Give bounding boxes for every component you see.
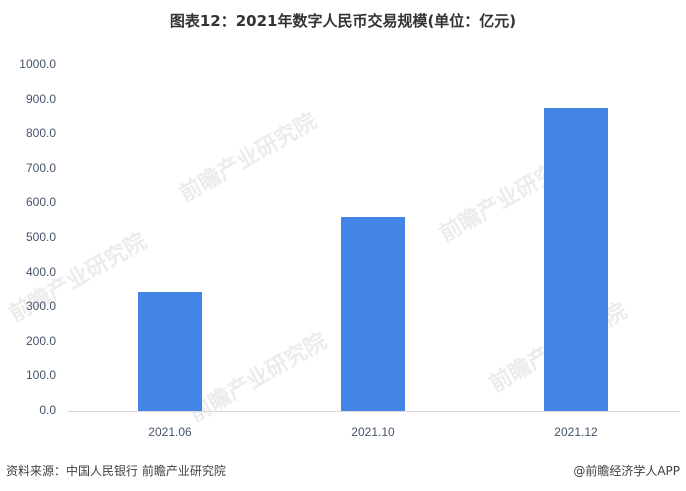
y-tick: 100.0 [25, 368, 56, 382]
bar-2021-06 [138, 291, 202, 411]
source-note: 资料来源：中国人民银行 前瞻产业研究院 [6, 464, 226, 478]
y-tick: 500.0 [25, 230, 56, 244]
y-tick: 200.0 [25, 334, 56, 348]
y-tick: 0.0 [39, 403, 56, 417]
bar-2021-12 [544, 107, 608, 411]
bar-2021-10 [341, 217, 405, 411]
y-tick: 400.0 [25, 265, 56, 279]
y-tick: 800.0 [25, 126, 56, 140]
x-tick: 2021.06 [148, 425, 192, 439]
x-tick: 2021.12 [554, 425, 598, 439]
y-tick: 600.0 [25, 195, 56, 209]
x-tick: 2021.10 [351, 425, 395, 439]
chart-title: 图表12：2021年数字人民币交易规模(单位：亿元) [169, 12, 517, 30]
y-tick: 700.0 [25, 161, 56, 175]
watermark: 前瞻产业研究院 [185, 328, 332, 428]
y-tick: 300.0 [25, 299, 56, 313]
watermark: 前瞻产业研究院 [175, 108, 322, 208]
y-tick: 900.0 [25, 92, 56, 106]
y-tick: 1000.0 [19, 57, 56, 71]
x-axis-line [68, 411, 680, 412]
credit-note: @前瞻经济学人APP [573, 464, 680, 478]
